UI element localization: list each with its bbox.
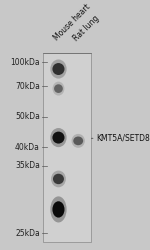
Ellipse shape — [72, 134, 85, 148]
Ellipse shape — [52, 82, 64, 96]
Ellipse shape — [54, 84, 63, 93]
Ellipse shape — [53, 174, 64, 184]
Ellipse shape — [50, 60, 67, 78]
Text: 100kDa: 100kDa — [10, 58, 40, 67]
Bar — [43, 53, 91, 242]
Ellipse shape — [52, 132, 64, 143]
Ellipse shape — [73, 136, 83, 145]
Text: 40kDa: 40kDa — [15, 143, 40, 152]
Ellipse shape — [50, 196, 67, 222]
Ellipse shape — [52, 63, 64, 75]
Text: 25kDa: 25kDa — [15, 229, 40, 238]
Ellipse shape — [51, 170, 66, 187]
Ellipse shape — [50, 128, 67, 147]
Ellipse shape — [52, 201, 64, 218]
Text: 35kDa: 35kDa — [15, 162, 40, 170]
Text: KMT5A/SETD8: KMT5A/SETD8 — [91, 134, 150, 143]
Text: 70kDa: 70kDa — [15, 82, 40, 91]
Text: Rat lung: Rat lung — [72, 14, 101, 43]
Text: 50kDa: 50kDa — [15, 112, 40, 122]
Text: Mouse heart: Mouse heart — [52, 3, 92, 43]
